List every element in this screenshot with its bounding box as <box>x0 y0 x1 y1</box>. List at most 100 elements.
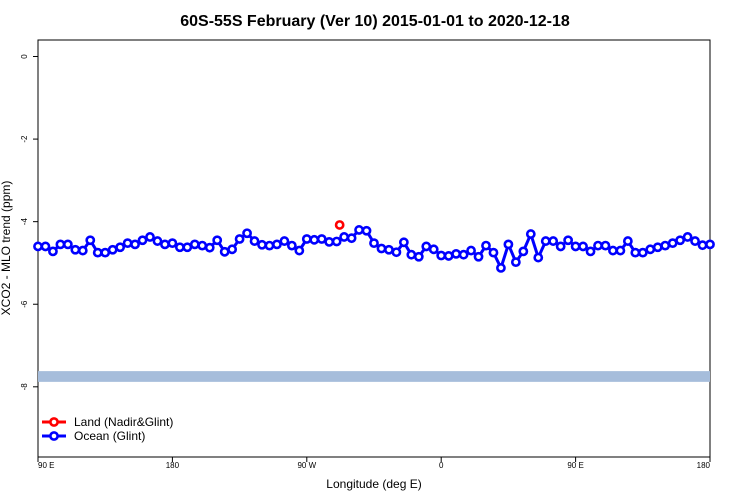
ocean-data-point <box>100 247 111 258</box>
ocean-data-point <box>227 244 238 255</box>
ocean-data-point <box>115 242 126 253</box>
ocean-data-point <box>204 242 215 253</box>
ocean-data-point <box>77 245 88 256</box>
ocean-data-point <box>563 235 574 246</box>
ocean-data-point <box>242 228 252 239</box>
legend: Land (Nadir&Glint)Ocean (Glint) <box>42 415 173 443</box>
ocean-data-point <box>33 241 43 252</box>
ocean-data-point <box>413 251 424 262</box>
ocean-data-point <box>675 235 686 246</box>
x-axis-label: Longitude (deg E) <box>326 477 421 491</box>
reference-band <box>38 371 710 382</box>
ocean-data-point <box>682 232 693 242</box>
x-tick-label: 90 W <box>297 461 316 470</box>
ocean-data-point <box>189 239 200 250</box>
ocean-data-point <box>122 238 133 249</box>
y-tick-label: -2 <box>20 135 29 143</box>
ocean-data-point <box>339 232 350 242</box>
ocean-data-point <box>645 244 656 255</box>
ocean-data-point <box>458 249 469 260</box>
ocean-data-point <box>234 234 245 244</box>
ocean-data-point <box>510 257 521 268</box>
ocean-data-point <box>197 240 208 251</box>
ocean-data-point <box>384 244 394 255</box>
ocean-data-point <box>391 247 402 258</box>
ocean-data-point <box>481 240 491 251</box>
series-layer <box>33 220 715 273</box>
ocean-data-point <box>667 238 678 249</box>
ocean-data-point <box>548 236 559 246</box>
ocean-data-point <box>48 246 58 257</box>
ocean-data-point <box>145 232 155 242</box>
ocean-data-point <box>630 247 641 258</box>
ocean-data-point <box>608 245 618 256</box>
ocean-data-point <box>585 246 596 257</box>
ocean-data-point <box>421 241 432 252</box>
ocean-data-point <box>697 240 708 251</box>
ocean-data-point <box>272 239 282 250</box>
ocean-data-point <box>578 241 588 252</box>
ocean-data-point <box>40 241 51 252</box>
x-axis: 90 E 180 90 W 0 90 E 180 <box>37 457 711 470</box>
ocean-data-point <box>473 251 484 262</box>
ocean-data-point <box>488 247 499 258</box>
ocean-data-point <box>637 247 648 258</box>
ocean-data-point <box>130 239 140 250</box>
ocean-data-point <box>309 234 320 245</box>
ocean-data-point <box>137 235 148 246</box>
y-tick-label: -4 <box>20 218 29 226</box>
ocean-data-point <box>406 249 417 260</box>
ocean-data-point <box>525 229 536 239</box>
ocean-data-point <box>160 239 170 250</box>
ocean-data-point <box>249 236 260 246</box>
ocean-data-point <box>466 245 476 256</box>
land-series <box>334 220 345 230</box>
ocean-data-point <box>428 244 439 255</box>
ocean-data-point <box>615 245 626 256</box>
ocean-data-point <box>660 240 671 251</box>
ocean-data-point <box>85 235 96 246</box>
x-tick-label: 180 <box>697 461 711 470</box>
ocean-data-point <box>570 241 581 252</box>
ocean-data-point <box>443 251 454 261</box>
x-tick-label: 90 E <box>38 461 54 470</box>
ocean-data-point <box>361 225 372 236</box>
y-tick-label: 0 <box>20 54 29 59</box>
ocean-data-point <box>496 263 506 273</box>
ocean-data-point <box>279 236 290 246</box>
ocean-data-point <box>301 234 312 244</box>
ocean-data-point <box>324 236 335 247</box>
ocean-data-point <box>107 244 118 255</box>
ocean-data-point <box>593 240 603 251</box>
ocean-legend-marker <box>49 431 59 441</box>
ocean-data-point <box>212 235 223 246</box>
land-legend-marker <box>49 417 59 427</box>
ocean-data-point <box>540 236 551 246</box>
x-tick-label: 0 <box>439 461 444 470</box>
ocean-data-point <box>92 247 103 258</box>
x-tick-label: 90 E <box>567 461 583 470</box>
ocean-data-point <box>331 236 342 247</box>
ocean-data-point <box>518 246 529 257</box>
ocean-legend-label: Ocean (Glint) <box>74 429 145 443</box>
ocean-data-point <box>451 248 462 259</box>
ocean-data-point <box>55 239 66 250</box>
ocean-data-point <box>257 239 267 250</box>
ocean-data-point <box>690 236 700 246</box>
ocean-data-point <box>346 233 357 244</box>
ocean-data-point <box>503 239 514 250</box>
ocean-data-point <box>316 234 327 244</box>
chart-title: 60S-55S February (Ver 10) 2015-01-01 to … <box>180 13 570 30</box>
ocean-data-point <box>152 236 163 246</box>
ocean-data-point <box>294 245 305 256</box>
land-data-point <box>334 220 345 230</box>
x-tick-label: 180 <box>166 461 180 470</box>
ocean-data-point <box>533 252 544 263</box>
ocean-data-point <box>174 242 185 253</box>
ocean-data-point <box>182 242 193 253</box>
y-axis: 0 -2 -4 -6 -8 <box>20 54 38 390</box>
ocean-series <box>33 225 715 273</box>
ocean-data-point <box>354 225 364 235</box>
ocean-data-point <box>167 238 178 249</box>
